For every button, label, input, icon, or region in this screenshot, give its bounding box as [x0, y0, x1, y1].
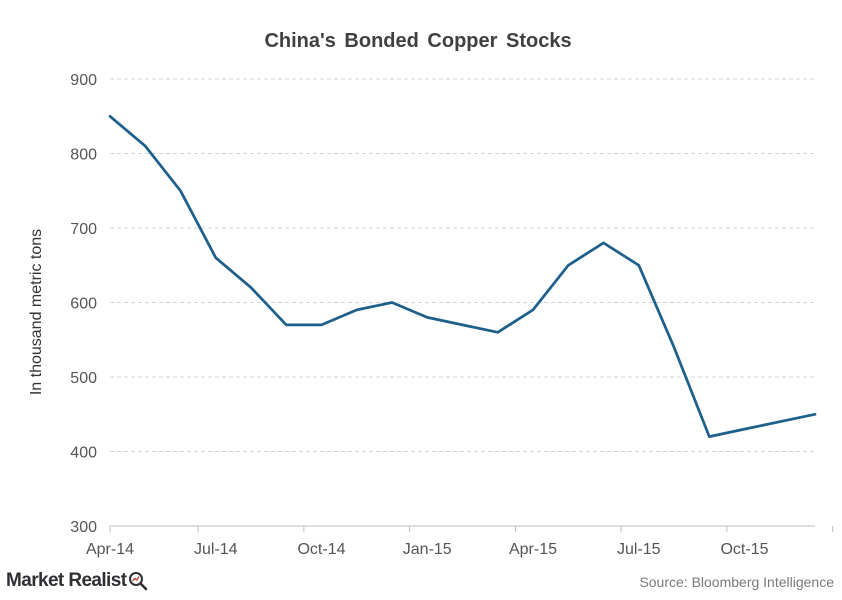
x-tick-labels: Apr-14 Jul-14 Oct-14 Jan-15 Apr-15 Jul-15 Oct-…	[86, 541, 769, 558]
magnifier-chart-icon	[129, 572, 148, 591]
brand-logo: Market Realist	[6, 570, 148, 592]
y-tick-label: 800	[70, 147, 97, 164]
y-tick-label: 300	[70, 519, 97, 536]
y-tick-labels: 300 400 500 600 700 800 900	[70, 72, 97, 536]
x-tick-label: Apr-14	[86, 541, 134, 558]
y-tick-label: 400	[70, 445, 97, 462]
x-axis	[109, 525, 834, 532]
series-line	[108, 114, 817, 438]
y-tick-label: 900	[70, 72, 97, 89]
y-tick-label: 600	[70, 296, 97, 313]
source-note: Source: Bloomberg Intelligence	[639, 574, 834, 590]
y-tick-label: 500	[70, 370, 97, 387]
x-tick-label: Oct-15	[720, 541, 768, 558]
x-tick-label: Jul-15	[617, 541, 661, 558]
y-tick-label: 700	[70, 221, 97, 238]
grid-lines	[110, 78, 815, 452]
y-axis-label: In thousand metric tons	[28, 229, 45, 395]
chart-title: China's Bonded Copper Stocks	[264, 30, 571, 52]
x-tick-label: Jul-14	[194, 541, 238, 558]
series-lines	[108, 114, 817, 438]
x-tick-label: Apr-15	[509, 541, 557, 558]
x-tick-label: Jan-15	[403, 541, 452, 558]
x-tick-label: Oct-14	[297, 541, 345, 558]
brand-name: Market Realist	[6, 570, 127, 591]
